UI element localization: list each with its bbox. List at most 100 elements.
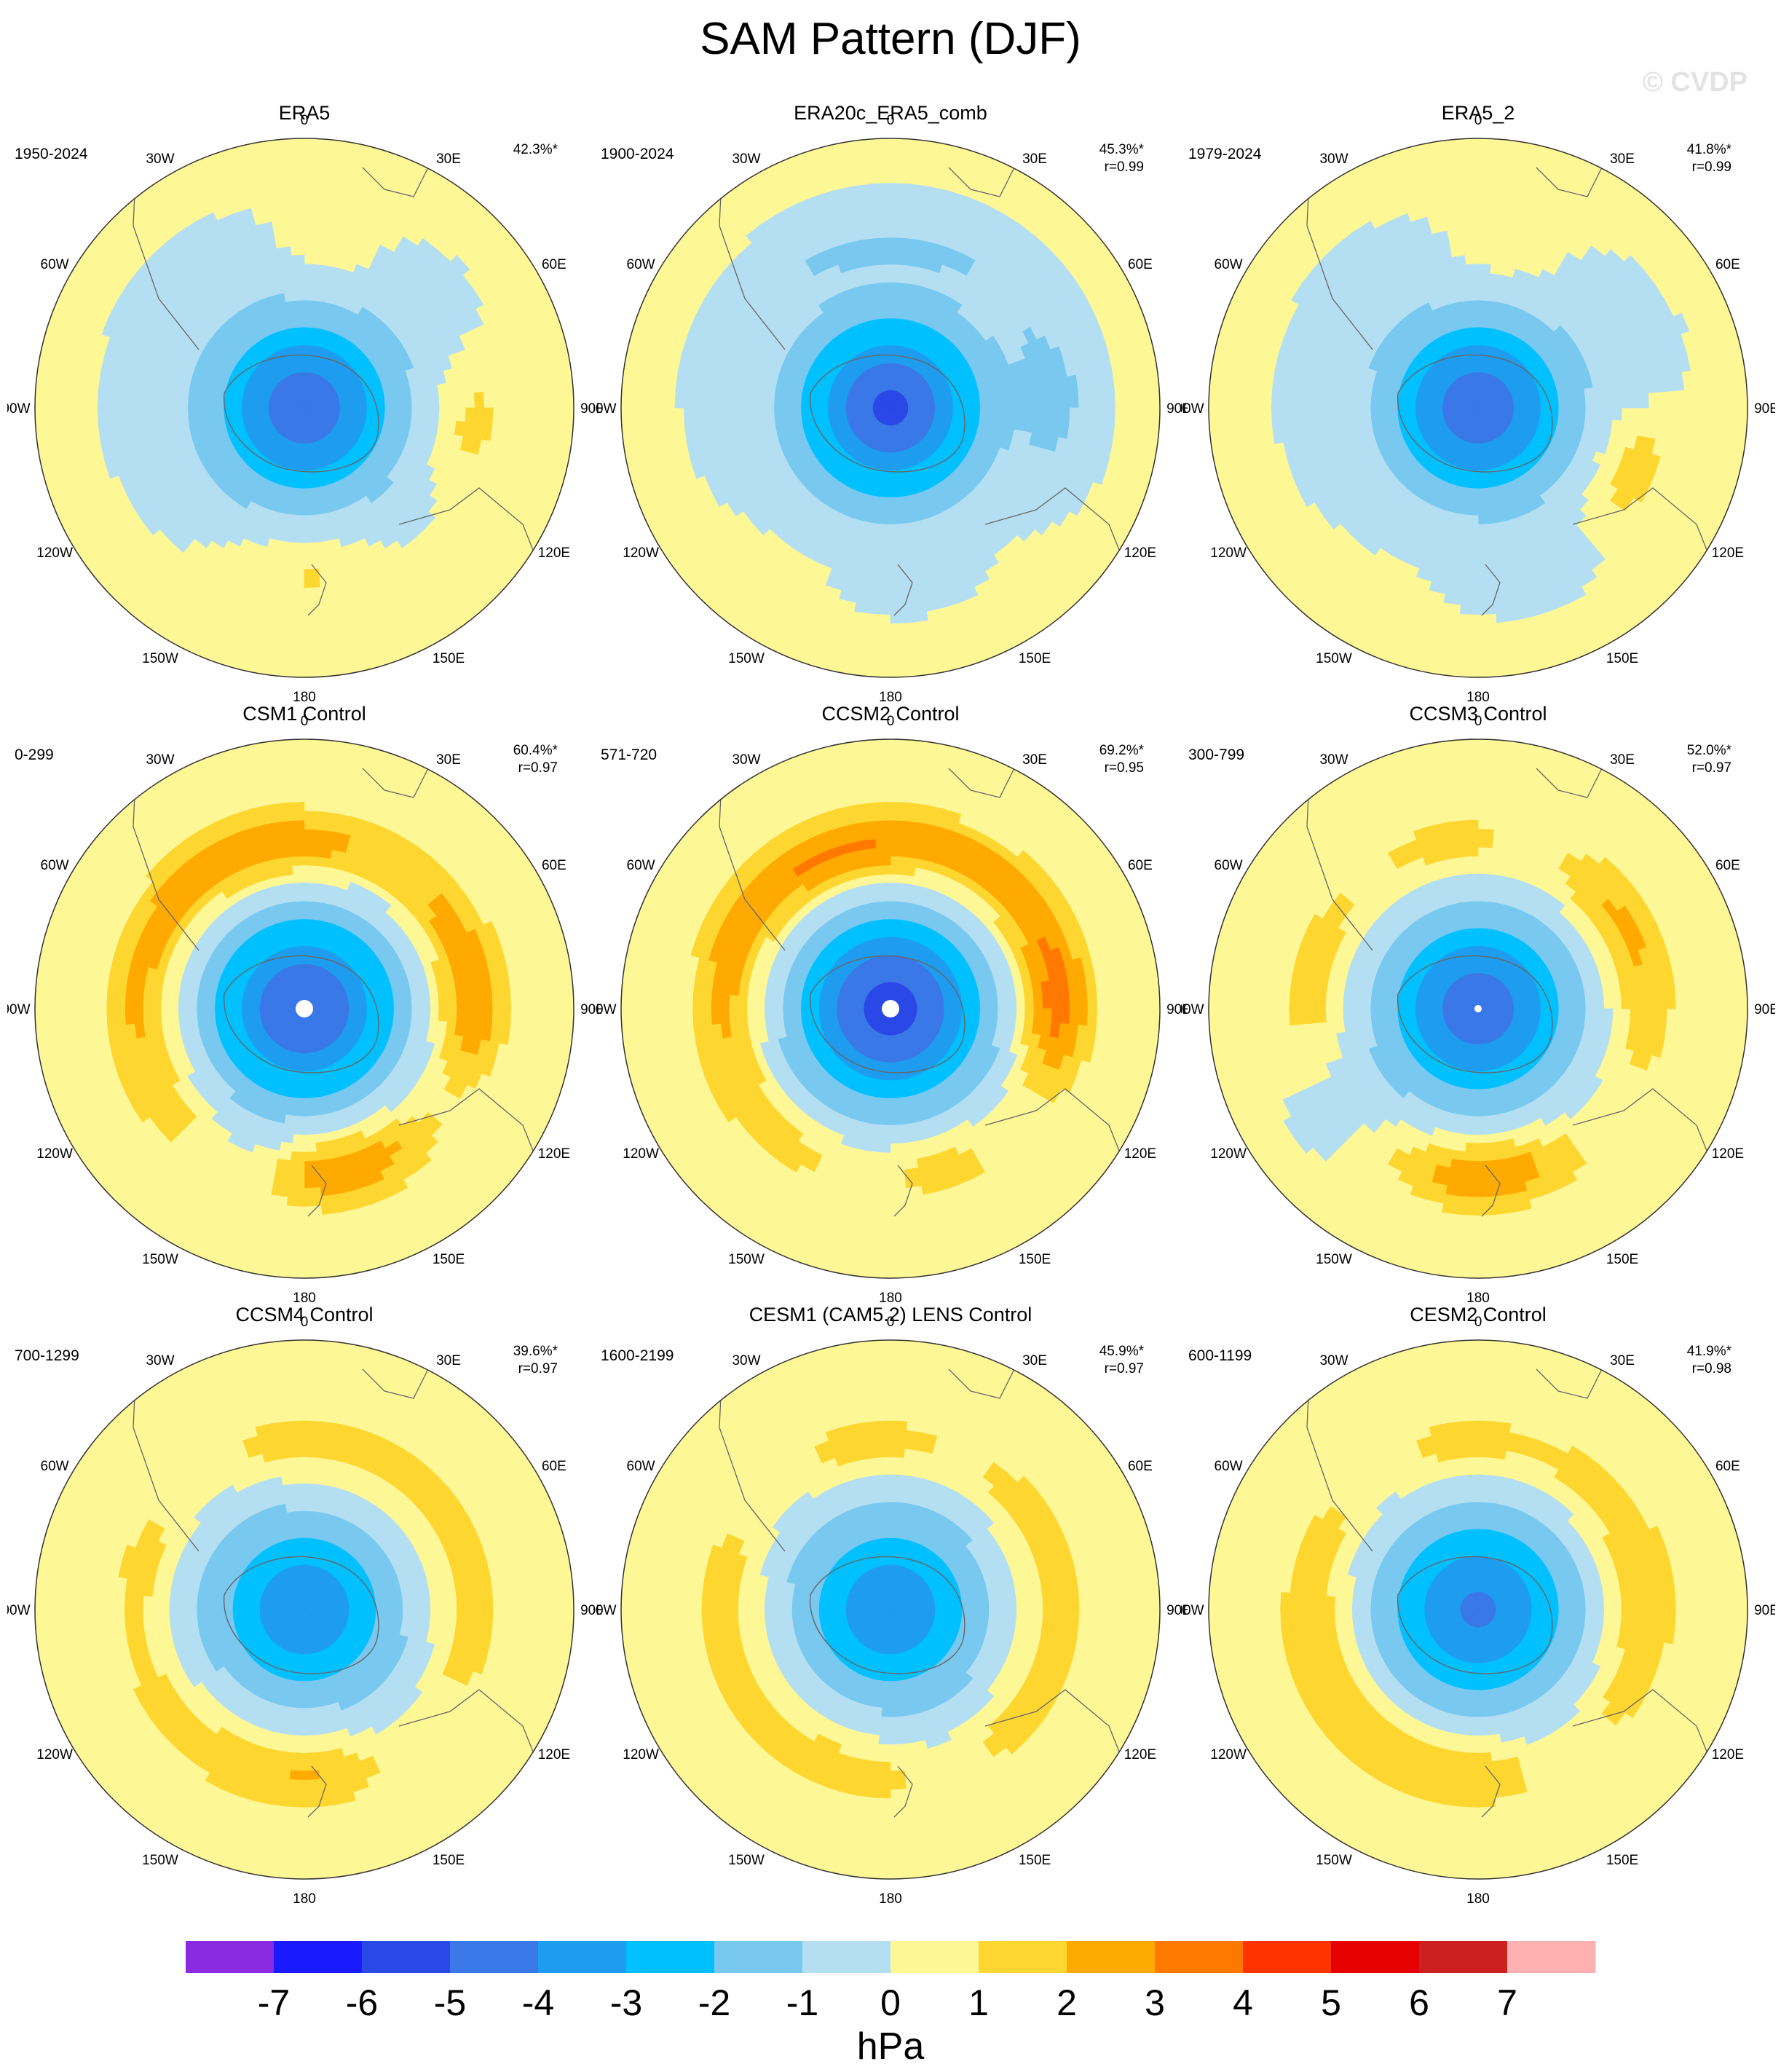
map-panel: ERA20c_ERA5_comb 1900-2024 45.3%* r=0.99 0 30…: [593, 102, 1188, 706]
contour-cell: [1477, 551, 1492, 562]
contour-cell: [315, 264, 330, 276]
contour-cell: [890, 264, 904, 275]
contour-cell: [196, 212, 218, 229]
contour-cell: [971, 407, 981, 417]
contour-cell: [1006, 396, 1017, 409]
contour-cell: [98, 425, 111, 444]
contour-cell: [429, 395, 440, 409]
contour-cell: [1298, 407, 1309, 424]
contour-cell: [1351, 407, 1362, 419]
contour-cell: [410, 387, 422, 399]
contour-cell: [1477, 514, 1489, 525]
longitude-label: 180: [879, 690, 902, 705]
contour-cell: [897, 487, 907, 498]
contour-cell: [402, 407, 413, 418]
contour-cell: [233, 208, 254, 223]
contour-cell: [1477, 264, 1491, 275]
contour-cell: [1531, 402, 1541, 409]
contour-cell: [872, 595, 891, 606]
contour-cell: [374, 393, 386, 402]
contour-cell: [304, 281, 316, 292]
contour-cell: [124, 407, 135, 424]
contour-cell: [683, 407, 695, 427]
contour-cell: [890, 291, 901, 302]
longitude-label: 150W: [728, 651, 765, 666]
contour-cell: [1271, 407, 1282, 427]
contour-cell: [934, 403, 945, 409]
contour-cell: [890, 318, 899, 328]
contour-cell: [304, 497, 314, 508]
contour-cell: [1477, 272, 1490, 283]
contour-cell: [214, 407, 224, 417]
contour-cell: [1477, 461, 1484, 471]
contour-cell: [293, 291, 305, 302]
contour-cell: [268, 407, 278, 411]
contour-cell: [214, 414, 226, 424]
contour-cell: [1059, 392, 1071, 409]
contour-cell: [1354, 221, 1375, 240]
contour-cell: [133, 407, 144, 423]
contour-cell: [450, 255, 470, 276]
contour-cell: [692, 407, 703, 426]
contour-cell: [1015, 395, 1026, 409]
contour-cell: [1477, 497, 1488, 508]
contour-cell: [1477, 586, 1496, 597]
contour-cell: [232, 413, 243, 421]
contour-cell: [887, 371, 891, 382]
contour-cell: [1442, 407, 1452, 411]
longitude-label: 90E: [580, 401, 601, 417]
contour-cell: [1484, 478, 1493, 489]
contour-cell: [1006, 407, 1017, 419]
longitude-label: 120W: [36, 545, 73, 561]
map-panel: ERA5 1950-2024 42.3%* 0 30E 60E 90E 120E 150E 180…: [7, 102, 601, 706]
longitude-label: 60W: [627, 257, 655, 272]
contour-cell: [880, 299, 891, 310]
contour-cell: [383, 392, 395, 401]
contour-cell: [411, 407, 422, 419]
contour-cell: [285, 300, 296, 311]
contour-cell: [890, 505, 901, 516]
longitude-label: 60W: [1215, 257, 1243, 272]
contour-cell: [1034, 516, 1053, 535]
contour-cell: [301, 972, 305, 982]
contour-cell: [1033, 394, 1044, 409]
contour-cell: [782, 398, 793, 409]
contour-cell: [1567, 407, 1578, 417]
contour-cell: [1289, 390, 1300, 409]
contour-cell: [402, 398, 413, 409]
contour-cell: [304, 461, 310, 471]
contour-cell: [1406, 413, 1417, 421]
contour-cell: [1477, 281, 1490, 292]
contour-cell: [1477, 443, 1482, 454]
contour-cell: [877, 254, 891, 265]
contour-cell: [890, 514, 901, 525]
contour-cell: [1471, 335, 1479, 346]
panel-correlation: r=0.97: [518, 760, 558, 776]
contour-cell: [1611, 407, 1622, 421]
contour-cell: [294, 299, 305, 310]
contour-cell: [1477, 299, 1488, 310]
contour-cell: [1015, 407, 1026, 420]
contour-cell: [1638, 393, 1649, 409]
contour-cell: [692, 390, 703, 409]
contour-cell: [701, 407, 712, 425]
contour-cell: [890, 200, 909, 212]
contour-cell: [764, 396, 775, 409]
contour-cell: [1477, 505, 1488, 516]
contour-cell: [276, 246, 292, 258]
contour-cell: [746, 395, 757, 409]
contour-cell: [1460, 595, 1479, 606]
contour-cell: [836, 407, 847, 413]
contour-cell: [311, 487, 320, 498]
new-zealand-coastline: [1481, 564, 1501, 616]
contour-cell: [1465, 264, 1479, 275]
contour-cell: [1271, 371, 1284, 391]
contour-cell: [419, 417, 430, 430]
contour-cell: [1086, 389, 1098, 409]
panel-years: 1979-2024: [1188, 146, 1262, 162]
contour-cell: [419, 385, 430, 398]
contour-cell: [871, 192, 891, 202]
contour-cell: [870, 183, 891, 194]
contour-cell: [1496, 610, 1516, 623]
contour-cell: [312, 496, 323, 507]
